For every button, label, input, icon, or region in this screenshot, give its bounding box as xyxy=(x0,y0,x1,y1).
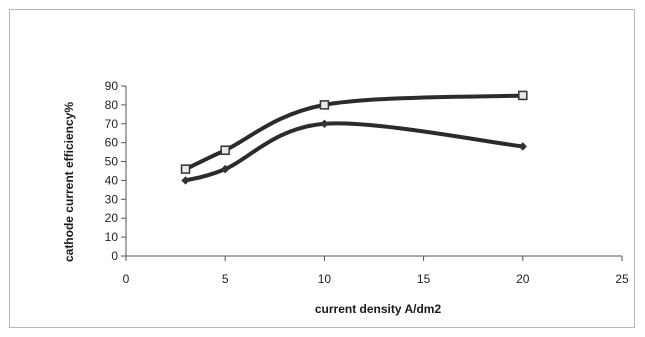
x-tick-label: 5 xyxy=(222,272,229,286)
data-point xyxy=(518,90,528,101)
y-tick-label: 70 xyxy=(105,117,119,131)
series-1 xyxy=(180,90,528,174)
y-axis-title: cathode current efficiency% xyxy=(62,102,76,262)
y-tick-label: 60 xyxy=(105,136,119,150)
x-tick-label: 0 xyxy=(123,272,130,286)
chart-frame xyxy=(9,9,635,328)
y-tick-label: 40 xyxy=(105,173,119,187)
x-tick-label: 15 xyxy=(417,272,431,286)
data-point xyxy=(320,119,329,128)
data-point xyxy=(180,164,191,174)
y-tick-label: 20 xyxy=(105,211,119,225)
y-tick-label: 50 xyxy=(105,155,119,169)
y-tick-label: 10 xyxy=(105,230,119,244)
x-tick-label: 20 xyxy=(516,272,530,286)
x-axis-title: current density A/dm2 xyxy=(315,302,442,316)
series-1-line xyxy=(183,93,525,172)
y-tick-label: 90 xyxy=(105,79,119,93)
series-layer xyxy=(180,90,528,185)
data-point xyxy=(518,142,528,151)
y-tick-label: 80 xyxy=(105,98,119,112)
data-point xyxy=(220,164,230,174)
data-point xyxy=(181,176,190,185)
series-2 xyxy=(181,119,528,185)
x-tick-label: 10 xyxy=(318,272,332,286)
x-tick-label: 25 xyxy=(615,272,629,286)
y-tick-label: 30 xyxy=(105,192,119,206)
data-point xyxy=(220,145,230,155)
y-tick-label: 0 xyxy=(111,249,118,263)
data-point xyxy=(319,100,330,110)
series-2-line xyxy=(183,121,525,183)
axes: 0 10 20 30 40 50 60 70 80 90 0 5 10 15 20 25 xyxy=(105,79,629,286)
